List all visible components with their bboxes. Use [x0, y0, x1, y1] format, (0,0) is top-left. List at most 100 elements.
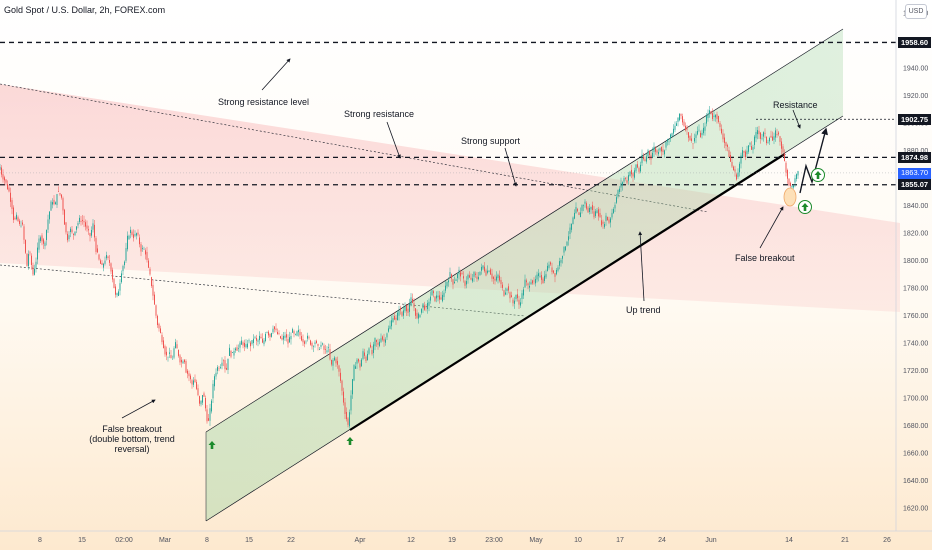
candle-body: [718, 115, 719, 122]
time-tick-14: 24: [658, 537, 666, 544]
candle-body: [794, 178, 796, 183]
candle-body: [389, 325, 391, 329]
candle-body: [415, 308, 416, 316]
candle-body: [781, 141, 782, 149]
candle-body: [232, 352, 233, 353]
time-tick-16: 14: [785, 537, 793, 544]
candle-body: [475, 273, 476, 275]
candle-body: [535, 279, 536, 284]
up-arrow-icon: [346, 437, 354, 445]
candle-body: [110, 263, 112, 272]
candle-body: [538, 273, 539, 277]
candle-body: [101, 262, 103, 265]
candle-body: [140, 244, 142, 252]
candle-body: [595, 211, 596, 217]
candle-body: [541, 275, 542, 280]
candle-body: [217, 367, 218, 371]
candle-body: [260, 336, 262, 339]
candle-body: [346, 411, 347, 420]
currency-button[interactable]: USD: [905, 4, 927, 19]
candle-body: [755, 131, 757, 139]
candle-body: [785, 162, 787, 173]
candle-body: [290, 335, 292, 340]
candle-body: [547, 265, 548, 271]
candle-body: [145, 250, 146, 255]
signal-arrow-1: [208, 441, 216, 449]
candle-body: [769, 137, 770, 142]
candle-body: [328, 347, 329, 348]
candle-body: [382, 336, 383, 340]
candle-body: [262, 338, 263, 343]
time-tick-0: 8: [38, 537, 42, 544]
candle-body: [283, 335, 284, 340]
candle-body: [349, 412, 350, 427]
candle-body: [388, 328, 389, 332]
candle-body: [631, 169, 632, 175]
candle-body: [598, 209, 599, 217]
candle-body: [14, 217, 16, 220]
candle-body: [56, 194, 58, 206]
time-tick-8: 12: [407, 537, 415, 544]
candle-body: [490, 269, 491, 275]
candle-body: [32, 265, 34, 275]
candle-body: [304, 341, 305, 344]
candle-body: [221, 362, 223, 366]
candle-body: [725, 142, 727, 147]
candle-body: [242, 342, 244, 346]
candle-body: [614, 204, 616, 209]
candle-body: [449, 272, 451, 277]
time-tick-3: Mar: [159, 537, 172, 544]
candle-body: [721, 128, 722, 134]
candle-body: [202, 395, 203, 403]
candle-body: [418, 313, 419, 319]
candle-body: [482, 265, 484, 269]
candle-body: [590, 206, 592, 210]
candle-body: [341, 380, 343, 391]
candle-body: [209, 408, 211, 421]
candle-body: [13, 207, 14, 220]
candle-body: [368, 348, 370, 354]
candle-body: [710, 110, 712, 114]
candle-body: [493, 276, 494, 279]
candle-body: [329, 349, 331, 360]
candle-body: [655, 148, 656, 152]
candle-body: [779, 136, 781, 142]
candle-body: [22, 222, 23, 225]
candle-body: [526, 280, 527, 283]
candle-body: [727, 144, 728, 147]
candle-body: [793, 185, 794, 188]
candle-body: [4, 177, 5, 181]
candle-body: [170, 354, 172, 359]
candle-body: [568, 236, 569, 241]
candle-body: [581, 205, 583, 211]
candle-body: [385, 339, 386, 343]
candle-body: [434, 296, 436, 302]
candle-body: [649, 150, 650, 156]
candle-body: [281, 337, 283, 340]
candle-body: [776, 133, 778, 136]
candle-body: [172, 358, 173, 360]
candle-body: [551, 267, 553, 273]
candle-body: [131, 231, 133, 235]
candle-body: [310, 340, 311, 345]
candle-body: [736, 174, 737, 180]
candle-body: [115, 286, 116, 295]
candle-body: [782, 146, 784, 153]
candle-body: [121, 273, 122, 283]
candle-body: [577, 208, 578, 212]
false-breakout-highlight: [783, 187, 797, 207]
candle-body: [530, 282, 532, 285]
candle-body: [226, 367, 227, 370]
candle-body: [61, 194, 62, 198]
candle-body: [458, 269, 460, 275]
candle-body: [421, 308, 422, 313]
candle-body: [109, 259, 110, 263]
candle-body: [565, 246, 566, 251]
candle-body: [107, 256, 109, 258]
candle-body: [689, 135, 691, 141]
candle-body: [460, 272, 461, 277]
candle-body: [644, 159, 646, 161]
candle-body: [580, 212, 581, 218]
